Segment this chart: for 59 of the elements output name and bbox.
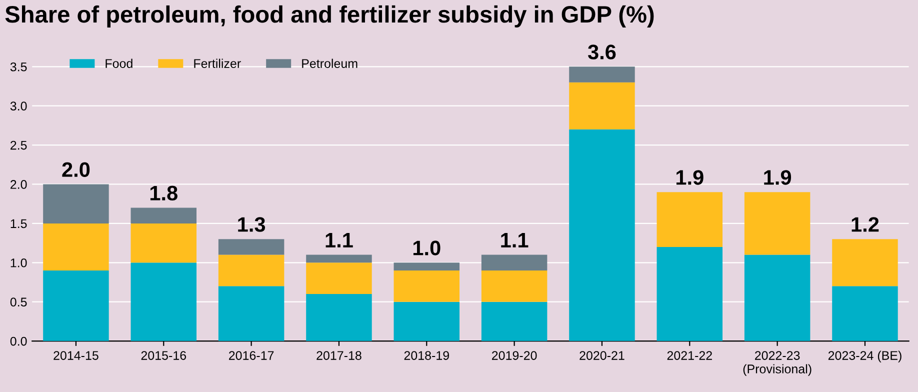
y-tick-label: 2.0 — [10, 180, 27, 189]
total-label: 1.2 — [852, 217, 879, 232]
bar — [569, 82, 635, 130]
total-label: 1.1 — [326, 233, 353, 248]
bar — [481, 302, 548, 342]
x-tick-label: 2023-24 (BE) — [828, 350, 902, 362]
x-tick-label: 2020-21 — [580, 351, 624, 360]
y-tick-label: 1.5 — [10, 219, 27, 228]
total-label: 1.3 — [238, 217, 266, 232]
bar — [43, 270, 109, 342]
bar — [744, 254, 810, 342]
y-tick-label: 1.0 — [10, 258, 27, 268]
bar — [394, 262, 460, 270]
chart-title: Share of petroleum, food and fertilizer subsidy in GDP (%) — [5, 5, 654, 28]
x-tick-label: 2016-17 — [228, 351, 274, 360]
bar — [218, 286, 284, 342]
bar — [130, 262, 197, 342]
bar — [218, 254, 284, 286]
y-tick-label: 0.0 — [10, 336, 27, 346]
total-label: 2.0 — [62, 162, 90, 177]
x-tick-label: 2015-16 — [141, 351, 186, 360]
bar — [832, 239, 898, 286]
bar — [481, 254, 548, 270]
bar — [569, 129, 635, 342]
bar — [744, 192, 810, 255]
legend-label: Fertilizer — [194, 58, 241, 68]
bar — [43, 184, 109, 224]
bar — [130, 208, 197, 224]
bar — [130, 223, 197, 263]
total-label: 1.0 — [413, 240, 440, 256]
x-tick-label: 2022-23 (Provisional) — [743, 351, 812, 376]
y-tick-label: 3.5 — [10, 62, 27, 72]
legend-label: Petroleum — [302, 58, 358, 68]
total-label: 1.8 — [150, 186, 178, 201]
bar — [43, 223, 109, 270]
total-label: 1.9 — [764, 170, 792, 185]
bar — [569, 66, 635, 82]
x-tick-label: 2019-20 — [492, 351, 537, 360]
y-tick-label: 2.5 — [10, 140, 27, 150]
x-tick-label: 2017-18 — [316, 351, 362, 360]
legend-label: Food — [106, 58, 132, 68]
x-tick-label: 2014-15 — [54, 351, 98, 360]
bar — [306, 294, 372, 342]
total-label: 1.9 — [676, 170, 704, 185]
bar — [656, 192, 723, 247]
total-label: 3.6 — [588, 44, 616, 60]
y-tick-label: 0.5 — [10, 298, 27, 306]
bar — [481, 270, 548, 302]
bar — [832, 286, 898, 342]
bar — [218, 239, 284, 255]
x-tick-label: 2018-19 — [404, 351, 449, 360]
bar — [306, 262, 372, 294]
bar — [656, 246, 723, 342]
y-tick-label: 3.0 — [10, 102, 27, 110]
x-tick-label: 2021-22 — [667, 351, 712, 360]
bar — [394, 302, 460, 342]
bar — [306, 254, 372, 263]
total-label: 1.1 — [501, 233, 528, 248]
bar — [394, 270, 460, 302]
